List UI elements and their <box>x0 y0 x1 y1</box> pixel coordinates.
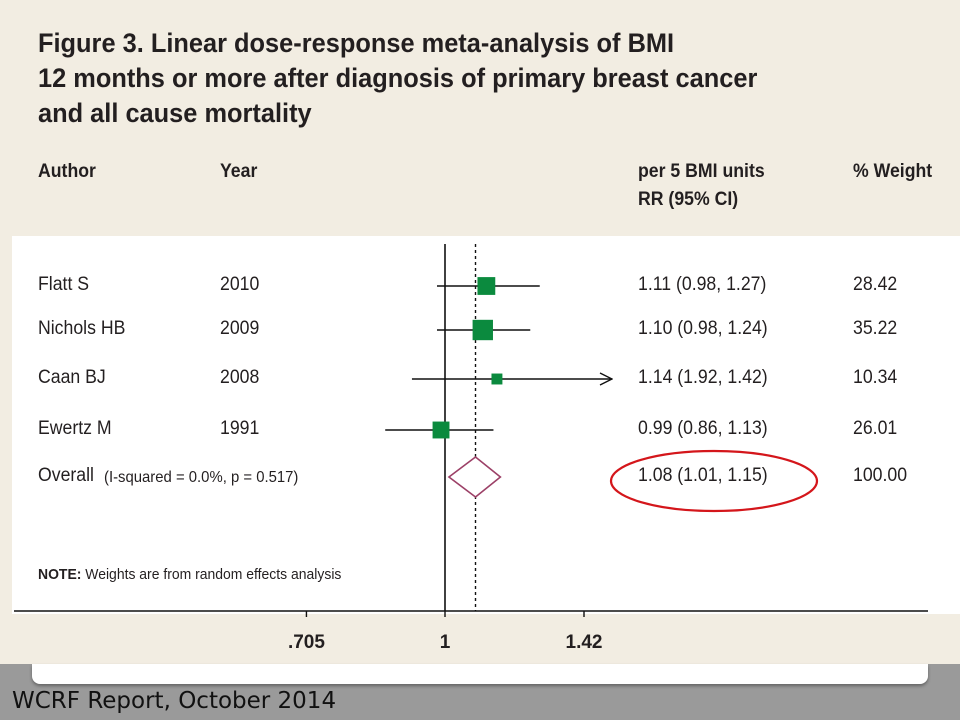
x-tick-label: 1.42 <box>565 632 603 653</box>
study-rr-ci: 0.99 (0.86, 1.13) <box>638 418 768 439</box>
overall-rr-ci: 1.08 (1.01, 1.15) <box>638 465 768 486</box>
figure-title: Figure 3. Linear dose-response meta-anal… <box>38 26 884 131</box>
overall-label: Overall <box>38 465 94 486</box>
overall-weight: 100.00 <box>853 465 908 486</box>
title-line-1: Figure 3. Linear dose-response meta-anal… <box>38 28 675 58</box>
note: NOTE: Weights are from random effects an… <box>38 566 341 583</box>
x-tick-label: 1 <box>439 632 451 653</box>
study-rr-ci: 1.14 (1.92, 1.42) <box>638 367 768 388</box>
point-estimate-square <box>477 277 496 295</box>
study-author: Ewertz M <box>38 418 112 439</box>
study-rr-ci: 1.11 (0.98, 1.27) <box>638 274 767 295</box>
header-rr: per 5 BMI units RR (95% CI) <box>638 158 765 214</box>
highlight-circle <box>609 449 819 513</box>
forest-plot-panel <box>12 236 960 614</box>
study-year: 1991 <box>220 418 260 439</box>
source-caption: WCRF Report, October 2014 <box>12 688 337 714</box>
study-weight: 28.42 <box>853 274 898 295</box>
study-rr-ci: 1.10 (0.98, 1.24) <box>638 318 768 339</box>
point-estimate-square <box>472 319 493 341</box>
title-line-2: 12 months or more after diagnosis of pri… <box>38 63 758 93</box>
point-estimate-square <box>491 373 503 385</box>
point-estimate-square <box>432 421 450 439</box>
header-rr-line-1: per 5 BMI units <box>638 161 765 182</box>
study-author: Nichols HB <box>38 318 126 339</box>
header-rr-line-2: RR (95% CI) <box>638 189 739 210</box>
overall-diamond <box>447 455 502 499</box>
study-weight: 10.34 <box>853 367 898 388</box>
header-weight: % Weight <box>853 161 933 182</box>
study-year: 2008 <box>220 367 260 388</box>
title-line-3: and all cause mortality <box>38 98 312 128</box>
study-year: 2010 <box>220 274 260 295</box>
note-label: NOTE: <box>38 566 82 583</box>
note-text: Weights are from random effects analysis <box>85 566 342 583</box>
study-weight: 26.01 <box>853 418 898 439</box>
study-author: Flatt S <box>38 274 90 295</box>
study-weight: 35.22 <box>853 318 898 339</box>
x-tick-label: .705 <box>287 632 325 653</box>
study-year: 2009 <box>220 318 260 339</box>
header-year: Year <box>220 161 258 182</box>
study-author: Caan BJ <box>38 367 106 388</box>
header-author: Author <box>38 161 96 182</box>
slide-bottom-edge <box>32 664 928 684</box>
overall-detail: (I-squared = 0.0%, p = 0.517) <box>104 469 299 486</box>
